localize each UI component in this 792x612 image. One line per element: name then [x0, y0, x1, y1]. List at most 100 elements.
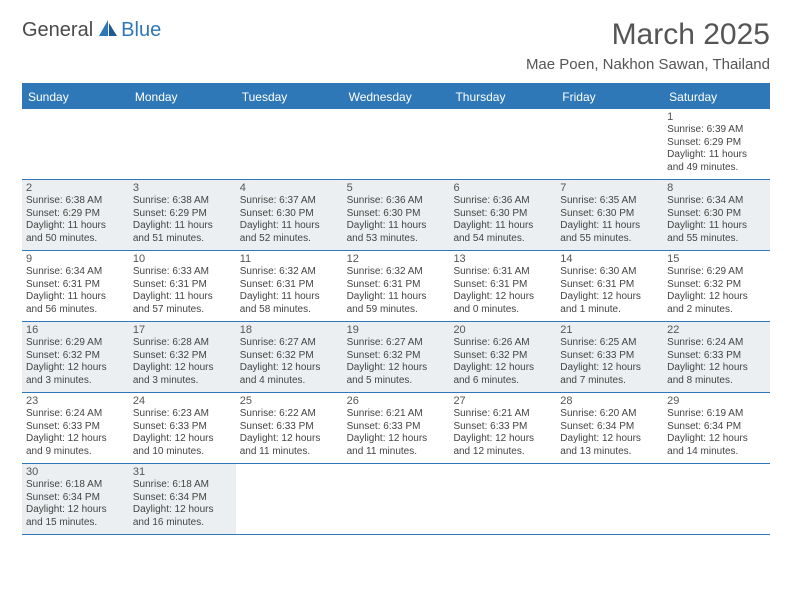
day-cell — [22, 109, 129, 179]
day-daylight1: Daylight: 12 hours — [667, 362, 766, 375]
week-row: 16Sunrise: 6:29 AMSunset: 6:32 PMDayligh… — [22, 322, 770, 393]
day-sunset: Sunset: 6:33 PM — [26, 421, 125, 434]
weeks-container: 1Sunrise: 6:39 AMSunset: 6:29 PMDaylight… — [22, 109, 770, 535]
day-sunset: Sunset: 6:34 PM — [560, 421, 659, 434]
day-cell — [449, 109, 556, 179]
day-cell — [663, 464, 770, 534]
day-sunrise: Sunrise: 6:32 AM — [347, 266, 446, 279]
day-daylight1: Daylight: 11 hours — [667, 220, 766, 233]
day-daylight1: Daylight: 12 hours — [453, 362, 552, 375]
day-sunrise: Sunrise: 6:31 AM — [453, 266, 552, 279]
day-sunset: Sunset: 6:31 PM — [240, 279, 339, 292]
day-daylight1: Daylight: 12 hours — [667, 291, 766, 304]
day-sunrise: Sunrise: 6:32 AM — [240, 266, 339, 279]
day-sunrise: Sunrise: 6:18 AM — [26, 479, 125, 492]
day-number: 1 — [667, 111, 766, 123]
day-cell: 1Sunrise: 6:39 AMSunset: 6:29 PMDaylight… — [663, 109, 770, 179]
brand-part1: General — [22, 19, 93, 42]
day-daylight2: and 59 minutes. — [347, 304, 446, 317]
day-cell: 9Sunrise: 6:34 AMSunset: 6:31 PMDaylight… — [22, 251, 129, 321]
brand-part2: Blue — [121, 19, 161, 42]
day-sunrise: Sunrise: 6:27 AM — [347, 337, 446, 350]
day-cell: 2Sunrise: 6:38 AMSunset: 6:29 PMDaylight… — [22, 180, 129, 250]
day-sunset: Sunset: 6:30 PM — [560, 208, 659, 221]
day-number: 16 — [26, 324, 125, 336]
day-sunset: Sunset: 6:30 PM — [667, 208, 766, 221]
day-cell: 25Sunrise: 6:22 AMSunset: 6:33 PMDayligh… — [236, 393, 343, 463]
day-sunrise: Sunrise: 6:18 AM — [133, 479, 232, 492]
day-daylight1: Daylight: 12 hours — [133, 433, 232, 446]
day-daylight2: and 56 minutes. — [26, 304, 125, 317]
day-sunset: Sunset: 6:31 PM — [347, 279, 446, 292]
day-daylight1: Daylight: 12 hours — [133, 362, 232, 375]
day-cell — [236, 109, 343, 179]
day-daylight1: Daylight: 11 hours — [133, 291, 232, 304]
day-daylight1: Daylight: 12 hours — [453, 433, 552, 446]
day-daylight1: Daylight: 12 hours — [347, 362, 446, 375]
day-number: 22 — [667, 324, 766, 336]
day-daylight2: and 8 minutes. — [667, 375, 766, 388]
day-cell: 4Sunrise: 6:37 AMSunset: 6:30 PMDaylight… — [236, 180, 343, 250]
day-cell: 24Sunrise: 6:23 AMSunset: 6:33 PMDayligh… — [129, 393, 236, 463]
day-number: 20 — [453, 324, 552, 336]
day-daylight1: Daylight: 12 hours — [667, 433, 766, 446]
day-number: 29 — [667, 395, 766, 407]
day-cell — [236, 464, 343, 534]
day-sunset: Sunset: 6:30 PM — [347, 208, 446, 221]
day-sunrise: Sunrise: 6:19 AM — [667, 408, 766, 421]
day-daylight1: Daylight: 12 hours — [26, 504, 125, 517]
day-sunrise: Sunrise: 6:24 AM — [667, 337, 766, 350]
day-number: 7 — [560, 182, 659, 194]
day-daylight2: and 58 minutes. — [240, 304, 339, 317]
day-daylight1: Daylight: 12 hours — [560, 433, 659, 446]
day-daylight1: Daylight: 12 hours — [26, 433, 125, 446]
day-sunset: Sunset: 6:33 PM — [240, 421, 339, 434]
day-daylight2: and 3 minutes. — [133, 375, 232, 388]
day-sunset: Sunset: 6:32 PM — [26, 350, 125, 363]
day-daylight1: Daylight: 11 hours — [347, 220, 446, 233]
day-daylight2: and 9 minutes. — [26, 446, 125, 459]
day-daylight2: and 2 minutes. — [667, 304, 766, 317]
day-number: 21 — [560, 324, 659, 336]
day-number: 31 — [133, 466, 232, 478]
day-daylight1: Daylight: 11 hours — [26, 291, 125, 304]
day-daylight1: Daylight: 11 hours — [26, 220, 125, 233]
day-daylight2: and 11 minutes. — [347, 446, 446, 459]
day-header: Tuesday — [236, 85, 343, 109]
day-cell: 19Sunrise: 6:27 AMSunset: 6:32 PMDayligh… — [343, 322, 450, 392]
day-number: 26 — [347, 395, 446, 407]
day-number: 2 — [26, 182, 125, 194]
day-daylight1: Daylight: 11 hours — [133, 220, 232, 233]
day-cell: 10Sunrise: 6:33 AMSunset: 6:31 PMDayligh… — [129, 251, 236, 321]
day-sunset: Sunset: 6:33 PM — [347, 421, 446, 434]
day-daylight2: and 55 minutes. — [667, 233, 766, 246]
day-number: 15 — [667, 253, 766, 265]
day-number: 24 — [133, 395, 232, 407]
day-daylight2: and 54 minutes. — [453, 233, 552, 246]
day-header: Thursday — [449, 85, 556, 109]
day-number: 11 — [240, 253, 339, 265]
day-sunrise: Sunrise: 6:34 AM — [26, 266, 125, 279]
day-cell: 20Sunrise: 6:26 AMSunset: 6:32 PMDayligh… — [449, 322, 556, 392]
day-cell: 3Sunrise: 6:38 AMSunset: 6:29 PMDaylight… — [129, 180, 236, 250]
week-row: 9Sunrise: 6:34 AMSunset: 6:31 PMDaylight… — [22, 251, 770, 322]
day-daylight1: Daylight: 12 hours — [560, 291, 659, 304]
day-number: 12 — [347, 253, 446, 265]
day-sunset: Sunset: 6:32 PM — [667, 279, 766, 292]
day-number: 3 — [133, 182, 232, 194]
day-daylight1: Daylight: 12 hours — [240, 362, 339, 375]
day-cell — [343, 464, 450, 534]
day-cell: 16Sunrise: 6:29 AMSunset: 6:32 PMDayligh… — [22, 322, 129, 392]
day-header: Monday — [129, 85, 236, 109]
day-daylight2: and 12 minutes. — [453, 446, 552, 459]
week-row: 30Sunrise: 6:18 AMSunset: 6:34 PMDayligh… — [22, 464, 770, 535]
day-sunset: Sunset: 6:32 PM — [347, 350, 446, 363]
day-sunset: Sunset: 6:32 PM — [453, 350, 552, 363]
day-sunset: Sunset: 6:34 PM — [133, 492, 232, 505]
day-cell: 12Sunrise: 6:32 AMSunset: 6:31 PMDayligh… — [343, 251, 450, 321]
day-daylight1: Daylight: 11 hours — [667, 149, 766, 162]
day-daylight2: and 49 minutes. — [667, 162, 766, 175]
page-header: General Blue March 2025 Mae Poen, Nakhon… — [22, 18, 770, 73]
day-cell: 11Sunrise: 6:32 AMSunset: 6:31 PMDayligh… — [236, 251, 343, 321]
day-daylight2: and 14 minutes. — [667, 446, 766, 459]
